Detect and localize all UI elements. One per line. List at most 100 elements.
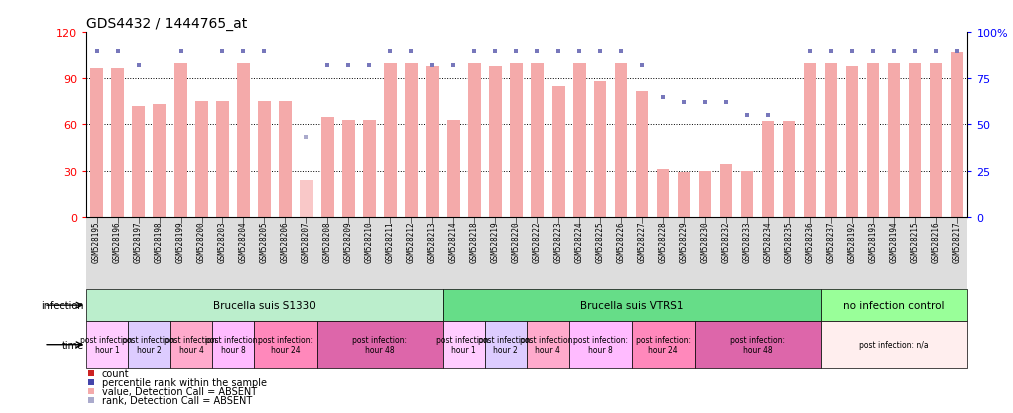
Bar — [468, 64, 480, 217]
Bar — [216, 102, 229, 217]
Text: GSM528198: GSM528198 — [155, 221, 164, 262]
Text: GSM528236: GSM528236 — [805, 221, 814, 262]
Text: GSM528197: GSM528197 — [134, 221, 143, 262]
Text: GSM528206: GSM528206 — [281, 221, 290, 262]
Text: GSM528214: GSM528214 — [449, 221, 458, 262]
Bar — [568, 321, 632, 368]
Text: post infection:
hour 2: post infection: hour 2 — [122, 335, 176, 354]
Text: GSM528237: GSM528237 — [827, 221, 836, 262]
Text: GSM528227: GSM528227 — [637, 221, 646, 262]
Text: Brucella suis S1330: Brucella suis S1330 — [213, 300, 316, 311]
Bar — [321, 117, 333, 217]
Bar — [930, 64, 942, 217]
Bar — [762, 122, 774, 217]
Bar — [678, 173, 691, 217]
Bar — [363, 121, 376, 217]
Text: GSM528213: GSM528213 — [427, 221, 437, 262]
Text: rank, Detection Call = ABSENT: rank, Detection Call = ABSENT — [102, 395, 252, 405]
Bar — [254, 321, 317, 368]
Bar — [741, 171, 754, 217]
Text: post infection:
hour 48: post infection: hour 48 — [730, 335, 785, 354]
Text: post infection:
hour 2: post infection: hour 2 — [478, 335, 533, 354]
Text: GSM528199: GSM528199 — [176, 221, 185, 262]
Text: post infection:
hour 8: post infection: hour 8 — [206, 335, 260, 354]
Text: GDS4432 / 1444765_at: GDS4432 / 1444765_at — [86, 17, 247, 31]
Text: post infection:
hour 8: post infection: hour 8 — [572, 335, 628, 354]
Bar — [527, 321, 568, 368]
Text: GSM528218: GSM528218 — [470, 221, 479, 262]
Bar — [803, 64, 816, 217]
Text: value, Detection Call = ABSENT: value, Detection Call = ABSENT — [102, 386, 257, 396]
Text: post infection:
hour 48: post infection: hour 48 — [353, 335, 407, 354]
Bar — [821, 290, 967, 321]
Text: Brucella suis VTRS1: Brucella suis VTRS1 — [579, 300, 684, 311]
Text: GSM528208: GSM528208 — [323, 221, 332, 262]
Bar — [170, 321, 212, 368]
Text: no infection control: no infection control — [843, 300, 945, 311]
Text: GSM528192: GSM528192 — [848, 221, 857, 262]
Bar — [632, 321, 695, 368]
Text: GSM528205: GSM528205 — [260, 221, 269, 262]
Bar — [443, 290, 821, 321]
Bar — [153, 105, 166, 217]
Text: post infection: n/a: post infection: n/a — [859, 340, 929, 349]
Text: GSM528211: GSM528211 — [386, 221, 395, 262]
Text: GSM528200: GSM528200 — [197, 221, 206, 262]
Text: GSM528212: GSM528212 — [407, 221, 416, 262]
Bar — [821, 321, 967, 368]
Bar — [485, 321, 527, 368]
Text: GSM528194: GSM528194 — [889, 221, 899, 262]
Text: percentile rank within the sample: percentile rank within the sample — [102, 377, 267, 387]
Bar — [867, 64, 879, 217]
Bar — [258, 102, 270, 217]
Bar — [656, 170, 670, 217]
Text: GSM528223: GSM528223 — [554, 221, 563, 262]
Bar — [531, 64, 544, 217]
Bar — [720, 165, 732, 217]
Text: GSM528207: GSM528207 — [302, 221, 311, 262]
Text: GSM528209: GSM528209 — [343, 221, 353, 262]
Text: GSM528216: GSM528216 — [931, 221, 940, 262]
Text: post infection:
hour 1: post infection: hour 1 — [80, 335, 135, 354]
Bar — [887, 64, 901, 217]
Bar — [300, 180, 313, 217]
Text: GSM528195: GSM528195 — [92, 221, 101, 262]
Text: GSM528225: GSM528225 — [596, 221, 605, 262]
Bar — [86, 290, 443, 321]
Text: post infection:
hour 4: post infection: hour 4 — [163, 335, 219, 354]
Text: GSM528222: GSM528222 — [533, 221, 542, 262]
Bar — [846, 67, 858, 217]
Text: post infection:
hour 1: post infection: hour 1 — [437, 335, 491, 354]
Bar — [196, 102, 208, 217]
Bar — [489, 67, 501, 217]
Text: GSM528226: GSM528226 — [617, 221, 626, 262]
Bar — [384, 64, 397, 217]
Bar — [280, 102, 292, 217]
Bar — [909, 64, 921, 217]
Text: GSM528204: GSM528204 — [239, 221, 248, 262]
Bar — [174, 64, 186, 217]
Bar — [594, 82, 607, 217]
Bar — [825, 64, 838, 217]
Text: GSM528220: GSM528220 — [512, 221, 521, 262]
Bar — [552, 87, 564, 217]
Text: infection: infection — [42, 300, 84, 311]
Text: GSM528193: GSM528193 — [868, 221, 877, 262]
Text: GSM528232: GSM528232 — [721, 221, 730, 262]
Text: GSM528235: GSM528235 — [784, 221, 793, 262]
Text: GSM528229: GSM528229 — [680, 221, 689, 262]
Text: GSM528233: GSM528233 — [743, 221, 752, 262]
Bar — [90, 68, 103, 217]
Text: post infection:
hour 24: post infection: hour 24 — [258, 335, 313, 354]
Bar — [342, 121, 355, 217]
Text: GSM528217: GSM528217 — [952, 221, 961, 262]
Bar — [133, 107, 145, 217]
Text: GSM528210: GSM528210 — [365, 221, 374, 262]
Text: post infection:
hour 24: post infection: hour 24 — [635, 335, 691, 354]
Bar — [447, 121, 460, 217]
Bar — [426, 67, 439, 217]
Text: GSM528196: GSM528196 — [113, 221, 123, 262]
Bar — [405, 64, 417, 217]
Bar — [783, 122, 795, 217]
Text: GSM528234: GSM528234 — [764, 221, 773, 262]
